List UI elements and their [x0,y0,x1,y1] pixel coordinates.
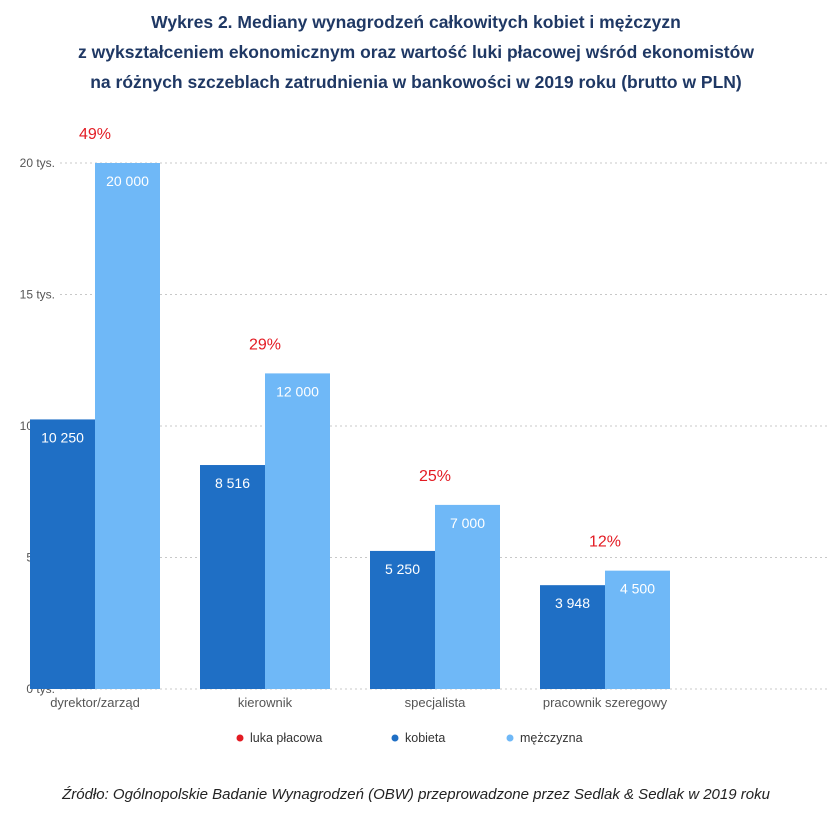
data-label-mezczyzna: 4 500 [620,581,655,597]
bar-mezczyzna [605,570,670,689]
gap-label: 29% [249,336,281,353]
data-label-kobieta: 10 250 [41,429,84,445]
gap-label: 49% [79,126,111,143]
data-label-kobieta: 5 250 [385,561,420,577]
bar-kobieta [200,465,265,689]
y-tick-label: 20 tys. [20,156,55,170]
bar-kobieta [30,419,95,689]
x-category-label: specjalista [405,695,466,710]
gap-label: 25% [419,468,451,485]
bar-mezczyzna [265,373,330,689]
bar-chart: 0 tys.5 tys.10 tys.15 tys.20 tys.10 2502… [20,126,828,745]
legend-label: mężczyzna [520,731,583,745]
source-note: Źródło: Ogólnopolskie Badanie Wynagrodze… [62,786,770,803]
data-label-kobieta: 8 516 [215,475,250,491]
bar-kobieta [540,585,605,689]
legend-marker [506,734,514,742]
chart-title-line-2: z wykształceniem ekonomicznym oraz warto… [78,42,754,62]
legend-marker [391,734,399,742]
data-label-mezczyzna: 12 000 [276,383,319,399]
bar-kobieta [370,550,435,689]
bar-mezczyzna [95,163,160,689]
bar-mezczyzna [435,504,500,689]
legend-label: kobieta [405,731,445,745]
x-category-label: kierownik [238,695,293,710]
chart-title-line-3: na różnych szczeblach zatrudnienia w ban… [90,72,742,92]
gap-label: 12% [589,534,621,551]
data-label-mezczyzna: 20 000 [106,173,149,189]
legend-label: luka płacowa [250,731,322,745]
chart-title-line-1: Wykres 2. Mediany wynagrodzeń całkowityc… [151,12,681,32]
data-label-mezczyzna: 7 000 [450,515,485,531]
y-tick-label: 15 tys. [20,288,55,302]
data-label-kobieta: 3 948 [555,595,590,611]
x-category-label: pracownik szeregowy [543,695,668,710]
legend-marker [236,734,244,742]
x-category-label: dyrektor/zarząd [50,695,140,710]
